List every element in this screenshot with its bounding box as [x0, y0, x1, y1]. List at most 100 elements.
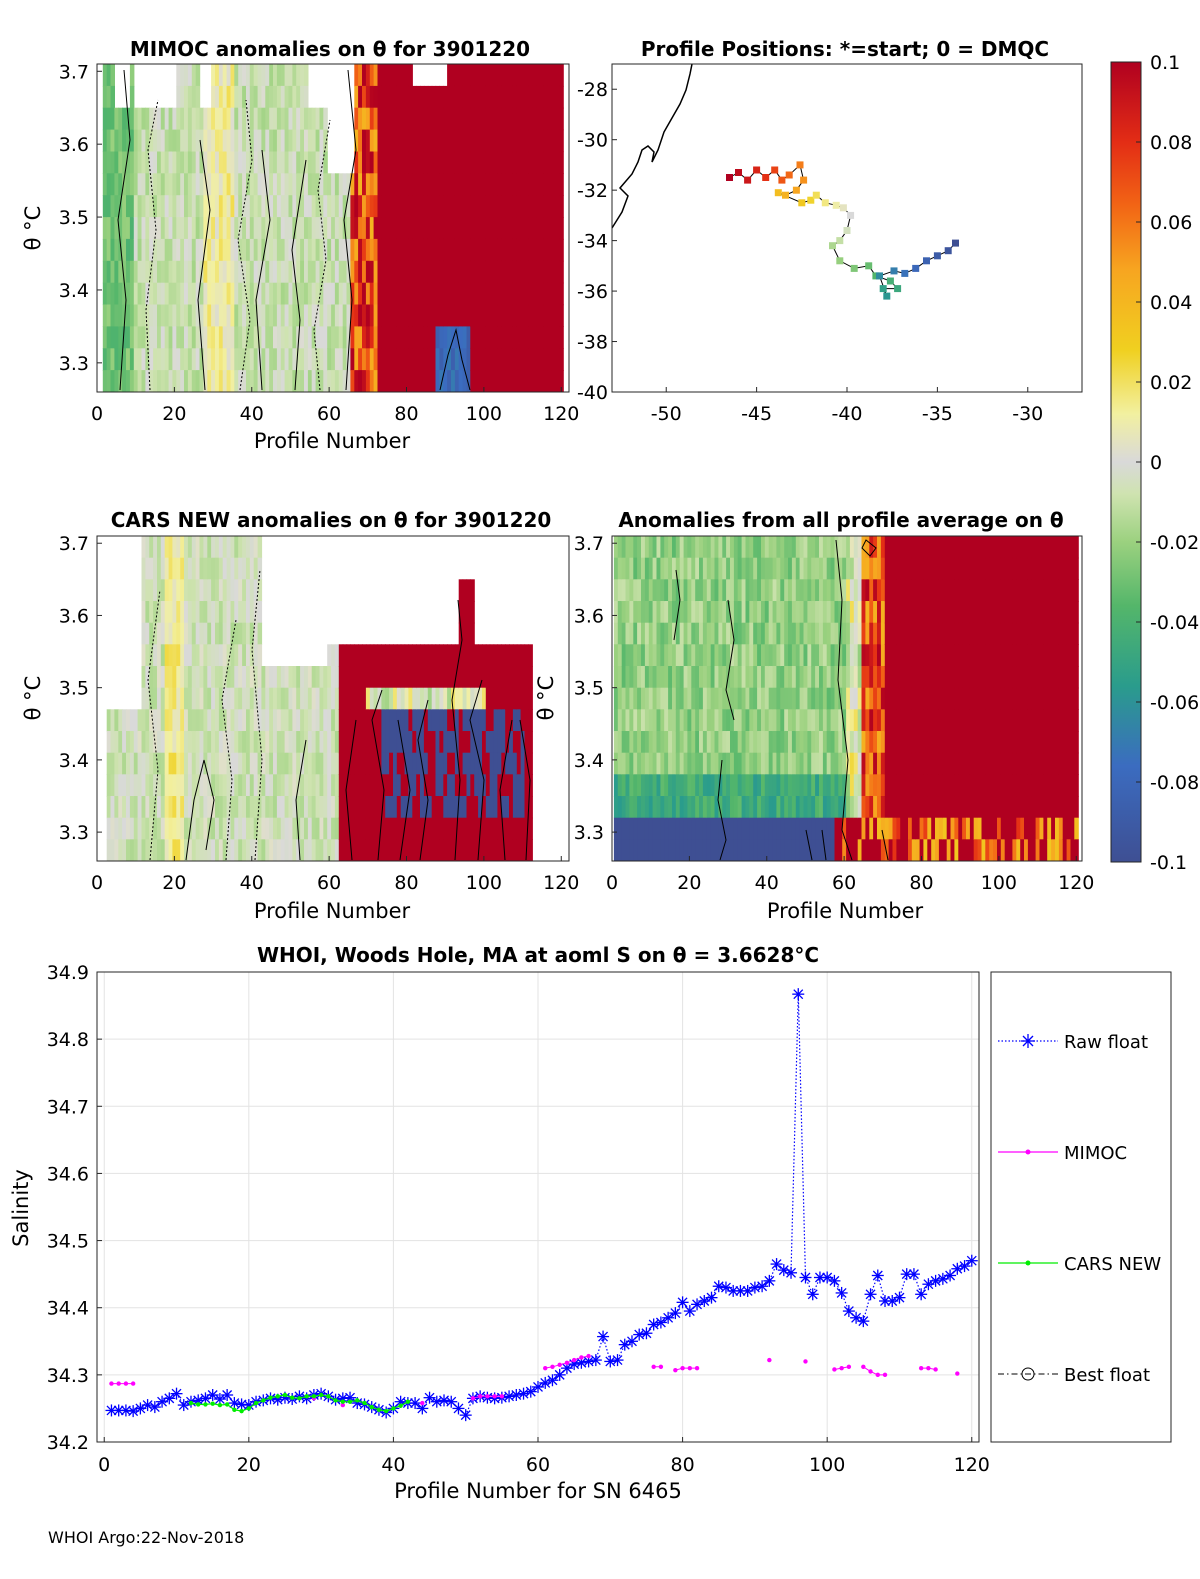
average-cell [1028, 601, 1033, 623]
mimoc-cell [215, 261, 220, 284]
average-cell [757, 731, 762, 753]
average-cell [618, 536, 623, 558]
mimoc-cell [192, 217, 197, 240]
cars-cell [509, 839, 514, 861]
mimoc-cell [273, 217, 278, 240]
cars-cell [374, 774, 379, 796]
mimoc-cell [474, 64, 479, 87]
cars-cell [521, 688, 526, 710]
mimoc-cell [261, 195, 266, 218]
cars-cell [184, 579, 189, 601]
mimoc-cell [497, 261, 502, 284]
mimoc-cell [420, 108, 425, 131]
mimoc-cell [289, 108, 294, 131]
cars-cell [339, 839, 344, 861]
average-cell [827, 688, 832, 710]
mimoc-cell [138, 283, 143, 306]
average-cell [1012, 558, 1017, 580]
average-cell [916, 709, 921, 731]
cars-cell [176, 623, 181, 645]
average-cell [715, 644, 720, 666]
cars-cell [366, 818, 371, 840]
average-cell [1005, 601, 1010, 623]
average-cell [966, 644, 971, 666]
mimoc-cell [420, 261, 425, 284]
average-cell [989, 666, 994, 688]
mimoc-cell [161, 195, 166, 218]
mimoc-cell [138, 130, 143, 153]
average-cell [676, 644, 681, 666]
mimoc-cell [501, 305, 506, 328]
average-cell [738, 774, 743, 796]
mimoc-cell [513, 217, 518, 240]
average-cell [873, 709, 878, 731]
average-cell [1055, 709, 1060, 731]
average-cell [974, 774, 979, 796]
average-cell [1005, 666, 1010, 688]
average-cell [900, 579, 905, 601]
average-cell [923, 558, 928, 580]
mimoc-cell [486, 108, 491, 131]
mimoc-cell [200, 108, 205, 131]
average-cell [923, 579, 928, 601]
mimoc-cell [389, 108, 394, 131]
mimoc-cell [408, 64, 413, 87]
cars-cell [478, 731, 483, 753]
cars-cell [459, 579, 464, 601]
cars-cell [451, 774, 456, 796]
mimoc-cell [234, 86, 239, 109]
cars-cell [238, 731, 243, 753]
cars-cell [408, 666, 413, 688]
mimoc-cell [478, 305, 483, 328]
average-cell [738, 753, 743, 775]
raw-float-point [792, 988, 804, 1000]
average-cell [1067, 753, 1072, 775]
average-cell [900, 796, 905, 818]
mimoc-cell [111, 152, 116, 175]
mimoc-cell [436, 217, 441, 240]
mimoc-cell [316, 108, 321, 131]
average-cell [668, 774, 673, 796]
mimoc-cell [296, 261, 301, 284]
mimoc-cell [227, 108, 232, 131]
mimoc-cell [436, 348, 441, 371]
average-cell [657, 753, 662, 775]
cars-cell [211, 731, 216, 753]
average-cell [815, 536, 820, 558]
mimoc-cell [176, 370, 181, 393]
mimoc-cell [509, 195, 514, 218]
mimoc-cell [339, 173, 344, 196]
average-cell [629, 666, 634, 688]
mimoc-cell [304, 64, 309, 87]
mimoc-cell [447, 108, 452, 131]
cars-cell [203, 558, 208, 580]
mimoc-cell [420, 86, 425, 109]
mimoc-cell [250, 173, 255, 196]
average-cell [618, 839, 623, 861]
mimoc-cell [378, 64, 383, 87]
mimoc-cell [389, 195, 394, 218]
mimoc-cell [165, 348, 170, 371]
mimoc-cell [130, 195, 135, 218]
average-cell [1051, 753, 1056, 775]
mimoc-cell [316, 130, 321, 153]
mimoc-cell [474, 283, 479, 306]
cars-cell [161, 753, 166, 775]
cars-cell [142, 839, 147, 861]
cars-cell [203, 688, 208, 710]
mimoc-cell [459, 152, 464, 175]
mimoc-cell [385, 130, 390, 153]
cars-cell [223, 796, 228, 818]
mimoc-cell [250, 108, 255, 131]
average-cell [680, 753, 685, 775]
average-cell [889, 666, 894, 688]
mimoc-cell [138, 173, 143, 196]
mimoc-cell [374, 348, 379, 371]
cars-cell [490, 818, 495, 840]
cars-cell [261, 796, 266, 818]
mimoc-cell [509, 130, 514, 153]
average-cell [645, 774, 650, 796]
average-cell [614, 839, 619, 861]
average-heatmap-cells [614, 536, 1079, 862]
cars-point [283, 1393, 287, 1397]
